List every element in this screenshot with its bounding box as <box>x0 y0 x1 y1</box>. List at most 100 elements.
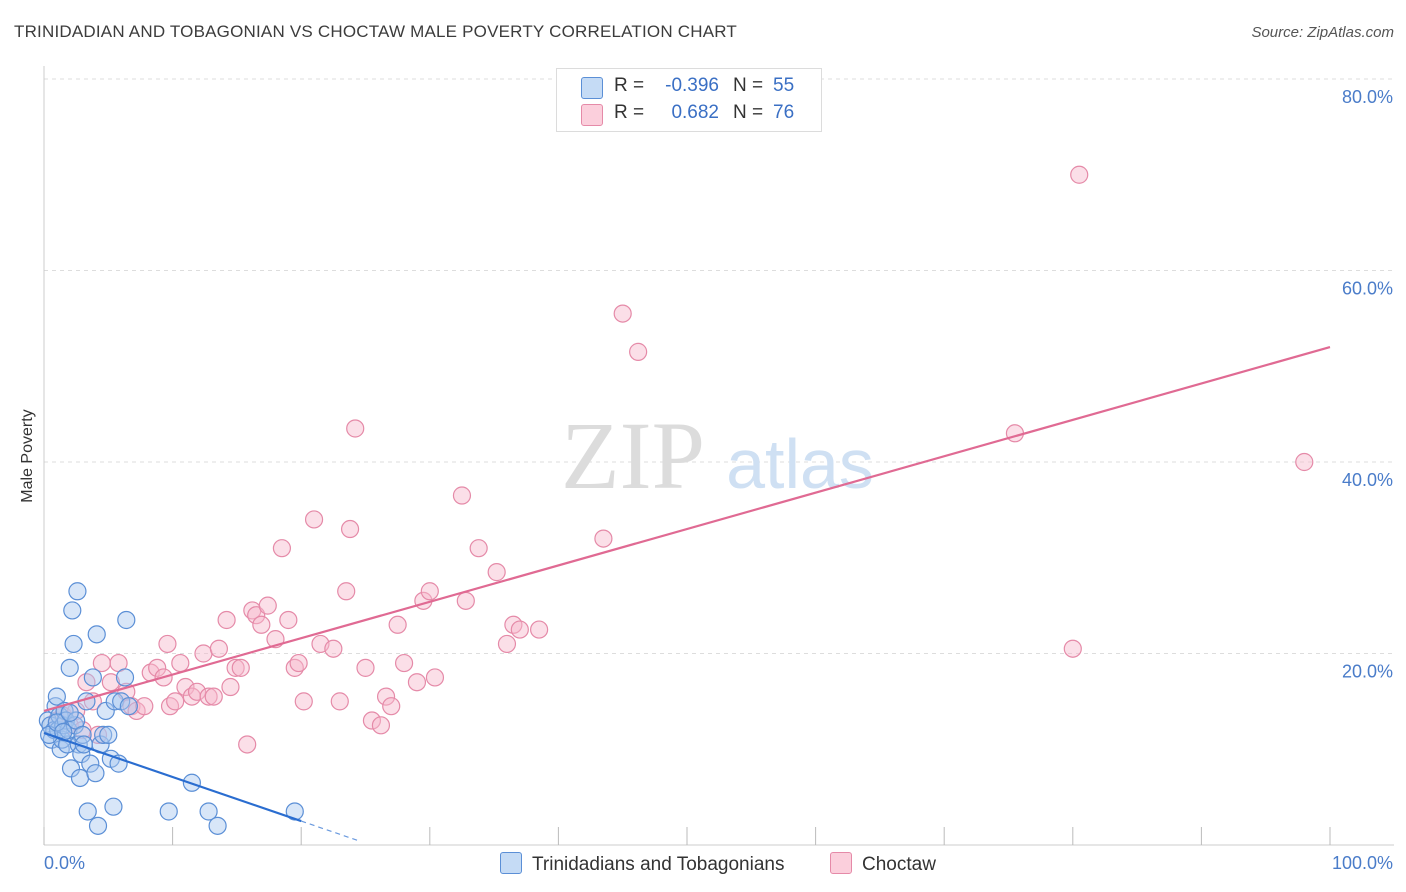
trinidadian-point <box>159 802 178 821</box>
trinidadian-point <box>119 697 138 716</box>
choctaw-point <box>135 697 154 716</box>
bottom-legend-trinidadian: Trinidadians and Tobagonians <box>500 852 784 876</box>
trinidadian-point <box>78 802 97 821</box>
choctaw-point <box>456 591 475 610</box>
source-label: Source: ZipAtlas.com <box>1251 24 1394 41</box>
trinidadian-point <box>47 687 66 706</box>
choctaw-point <box>394 653 414 673</box>
choctaw-point <box>337 582 356 601</box>
gridlines <box>44 78 1394 654</box>
choctaw-point <box>176 677 195 697</box>
choctaw-point <box>238 735 257 754</box>
trinidadian-trend-extension <box>301 820 360 842</box>
trinidadian-point <box>199 802 218 821</box>
choctaw-point <box>101 673 120 692</box>
bottom-legend-label: Choctaw <box>862 854 936 875</box>
y-tick-label: 40.0% <box>1342 470 1393 490</box>
choctaw-point <box>209 639 228 658</box>
trinidadian-point <box>94 725 113 744</box>
series-trinidadian-points <box>38 582 304 835</box>
choctaw-point <box>272 539 292 558</box>
choctaw-point <box>148 658 167 677</box>
choctaw-point <box>407 673 427 692</box>
choctaw-point <box>497 634 517 654</box>
choctaw-point <box>1005 424 1025 443</box>
choctaw-point <box>83 692 102 711</box>
y-tick-label: 80.0% <box>1342 87 1393 107</box>
legend-n-value: 76 <box>773 102 795 123</box>
trinidadian-point <box>81 754 100 773</box>
watermark: ZIP atlas <box>561 402 874 509</box>
choctaw-point <box>226 658 245 677</box>
bottom-legend-swatch-pink <box>830 852 852 874</box>
choctaw-point <box>388 615 407 634</box>
choctaw-point <box>382 697 401 716</box>
tick-labels: 20.0% 40.0% 60.0% 80.0% 0.0% 100.0% <box>44 87 1393 873</box>
choctaw-point <box>194 644 213 663</box>
series-choctaw-points <box>47 165 1314 754</box>
choctaw-point <box>1295 452 1314 472</box>
choctaw-point <box>530 620 549 639</box>
choctaw-point <box>452 486 472 505</box>
watermark-zip: ZIP <box>561 402 705 509</box>
choctaw-point <box>294 692 313 711</box>
legend-swatch-pink <box>581 104 603 126</box>
y-tick-label: 20.0% <box>1342 662 1393 682</box>
choctaw-point <box>510 620 529 639</box>
choctaw-point <box>187 682 207 701</box>
choctaw-point <box>279 610 298 630</box>
choctaw-point <box>324 639 343 658</box>
trinidadian-point <box>70 768 90 788</box>
choctaw-point <box>425 668 445 687</box>
bottom-legend-choctaw: Choctaw <box>830 852 936 876</box>
choctaw-point <box>629 342 648 361</box>
legend-n-label: N = <box>733 75 764 96</box>
trinidadian-point <box>60 703 79 722</box>
choctaw-point <box>356 658 375 677</box>
y-tick-label: 60.0% <box>1342 279 1393 299</box>
x-tick-label: 0.0% <box>44 853 85 873</box>
choctaw-point <box>221 677 240 697</box>
choctaw-trend-line <box>43 346 1331 713</box>
choctaw-point <box>1063 639 1082 658</box>
trinidadian-point <box>86 764 105 783</box>
choctaw-point <box>231 658 250 677</box>
legend-r-value: 0.682 <box>671 102 719 123</box>
axes <box>43 66 1394 846</box>
legend-n-label: N = <box>733 102 764 123</box>
trinidadian-point <box>105 692 124 711</box>
choctaw-point <box>376 687 396 706</box>
trinidadian-point <box>115 668 135 687</box>
trinidadian-point <box>64 634 83 654</box>
trinidadian-point <box>87 625 106 644</box>
legend-r-value: -0.396 <box>665 75 719 96</box>
bottom-legend-label: Trinidadians and Tobagonians <box>532 854 785 875</box>
chart-title: TRINIDADIAN AND TOBAGONIAN VS CHOCTAW MA… <box>14 22 737 41</box>
trinidadian-point <box>73 725 92 744</box>
trinidadian-point <box>63 601 82 620</box>
trinidadian-point <box>83 668 102 687</box>
choctaw-point <box>204 687 223 706</box>
trinidadian-point <box>208 816 227 835</box>
legend-r-label: R = <box>614 102 645 123</box>
trinidadian-point <box>104 797 123 816</box>
choctaw-point <box>371 716 391 735</box>
choctaw-point <box>340 519 360 539</box>
trinidadian-point <box>60 658 79 677</box>
choctaw-point <box>1070 165 1089 184</box>
trinidadian-trend-line <box>43 731 302 823</box>
choctaw-point <box>362 711 382 730</box>
trinidadian-point <box>117 610 136 630</box>
choctaw-point <box>289 653 308 673</box>
choctaw-point <box>199 687 218 706</box>
trend-lines <box>43 346 1331 842</box>
trinidadian-point <box>99 725 118 744</box>
x-tick-label: 100.0% <box>1332 853 1393 873</box>
legend-r-label: R = <box>614 75 645 96</box>
choctaw-point <box>469 539 488 558</box>
bottom-legend-swatch-blue <box>500 852 522 874</box>
trinidadian-point <box>88 816 108 835</box>
choctaw-point <box>346 419 365 438</box>
choctaw-point <box>252 615 271 634</box>
